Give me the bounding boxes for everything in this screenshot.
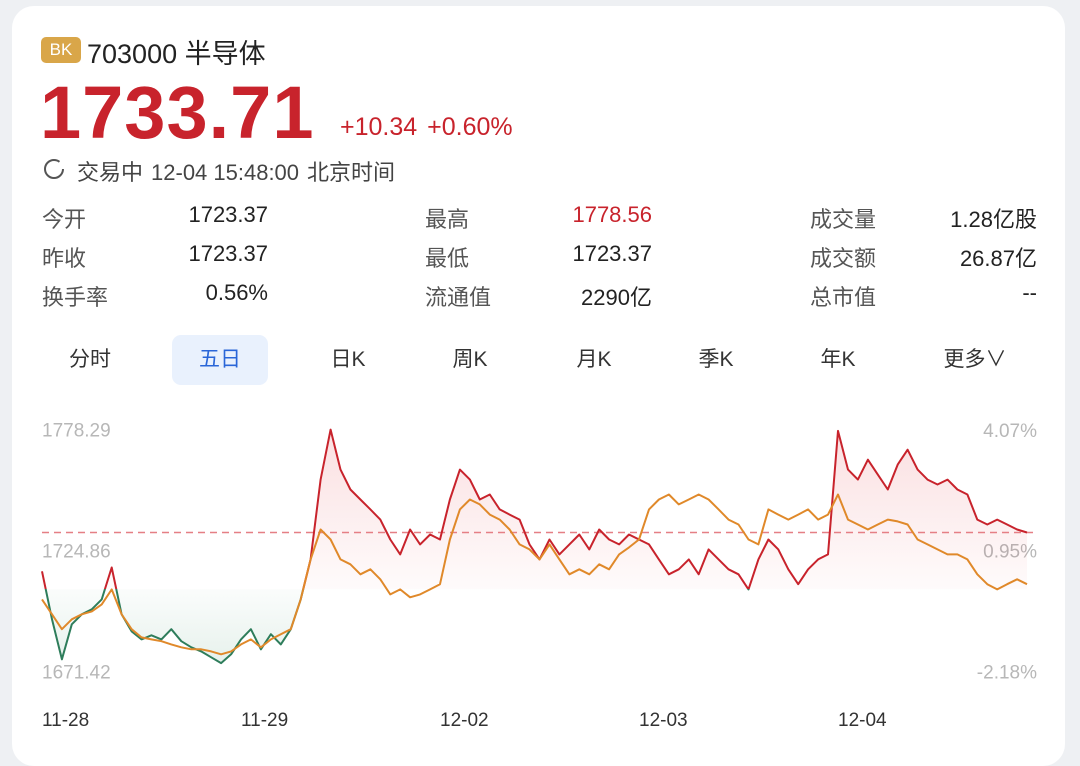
tab[interactable]: 五日 — [172, 335, 268, 385]
status-icon — [44, 159, 64, 179]
tab[interactable]: 更多∨ — [943, 348, 1007, 371]
stat-label: 换手率 — [42, 285, 109, 310]
y-tick-label: 1778.29 — [42, 421, 111, 442]
stock-title: 703000 半导体 — [87, 32, 266, 71]
series-line — [41, 493, 1028, 656]
stat-label: 流通值 — [425, 285, 492, 310]
tab[interactable]: 年K — [820, 348, 856, 371]
price: 1733.71 — [40, 71, 315, 154]
stat-value: 1.28亿股 — [950, 207, 1037, 232]
change-value: +10.34 — [340, 113, 418, 141]
stat-label: 成交额 — [810, 246, 877, 271]
y-tick-label: 1724.86 — [42, 541, 111, 562]
y2-tick-label: -2.18% — [977, 662, 1037, 683]
x-tick-label: 12-02 — [440, 710, 489, 731]
y-tick-label: 1671.42 — [42, 662, 111, 683]
tab[interactable]: 月K — [576, 348, 612, 371]
area — [42, 429, 1027, 664]
time: 12-04 15:48:00 — [151, 160, 300, 185]
stat-label: 最低 — [425, 246, 470, 271]
change-percent: +0.60% — [427, 113, 513, 141]
status: 交易中 — [77, 160, 144, 185]
tab[interactable]: 日K — [330, 348, 366, 371]
stat-value: 1723.37 — [188, 241, 268, 266]
stat-value: 1723.37 — [188, 202, 268, 227]
tab[interactable]: 周K — [452, 348, 488, 371]
stat-value: 1778.56 — [572, 202, 652, 227]
stat-value: 0.56% — [205, 280, 268, 305]
x-tick-label: 12-04 — [838, 710, 887, 731]
tab[interactable]: 分时 — [69, 348, 111, 371]
x-tick-label: 11-29 — [241, 710, 288, 731]
x-tick-label: 12-03 — [639, 710, 688, 731]
x-tick-label: 11-28 — [42, 710, 89, 731]
badge: BK — [41, 37, 81, 63]
y2-tick-label: 4.07% — [983, 421, 1037, 442]
change: +10.34 +0.60% — [340, 113, 523, 142]
stat-value: -- — [1022, 280, 1037, 305]
stock-code: 703000 — [87, 39, 178, 69]
stat-value: 26.87亿 — [959, 246, 1037, 271]
tab[interactable]: 季K — [698, 348, 734, 371]
stat-label: 最高 — [425, 207, 470, 232]
stat-value: 1723.37 — [572, 241, 652, 266]
stat-label: 昨收 — [42, 246, 87, 271]
timezone: 北京时间 — [307, 160, 396, 185]
stat-value: 2290亿 — [581, 285, 652, 310]
stat-label: 今开 — [42, 207, 87, 232]
chart: 1778.291724.861671.424.07%0.95%-2.18%11-… — [41, 159, 1037, 731]
stat-label: 成交量 — [810, 207, 877, 232]
status-line: 交易中 12-04 15:48:00 北京时间 — [77, 155, 403, 187]
series-line — [41, 428, 1028, 665]
stock-name: 半导体 — [184, 39, 266, 69]
stat-label: 总市值 — [810, 285, 877, 310]
